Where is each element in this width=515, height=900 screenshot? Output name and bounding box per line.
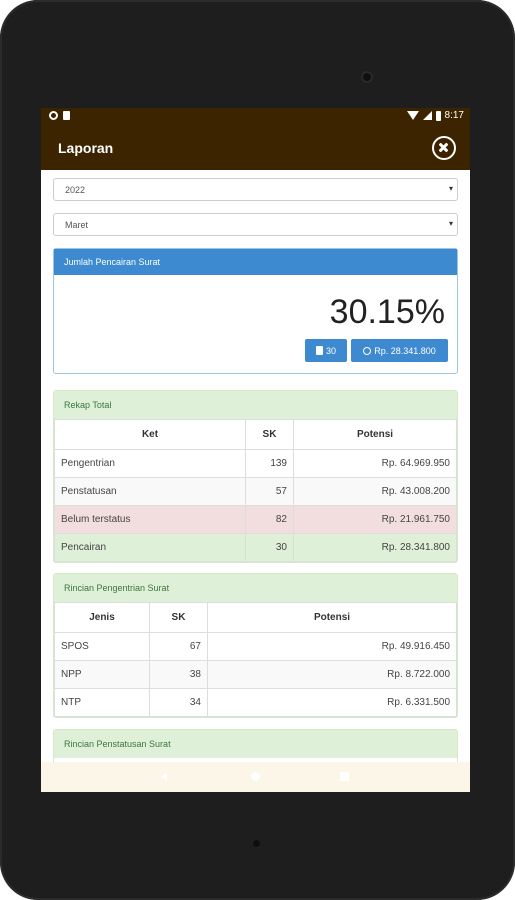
recent-apps-icon[interactable] <box>340 772 349 781</box>
system-nav-bar <box>41 762 470 792</box>
file-icon <box>315 346 323 355</box>
table-row: Pencairan 30 Rp. 28.341.800 <box>54 533 457 562</box>
col-jenis: Jenis <box>54 602 150 633</box>
battery-icon <box>435 110 441 121</box>
rekap-table: Ket SK Potensi Pengentrian 139 Rp. 64.96… <box>54 419 457 562</box>
chevron-down-icon: ▾ <box>448 219 453 228</box>
count-label: 30 <box>325 345 336 356</box>
year-select[interactable]: 2022 ▾ <box>53 178 458 201</box>
cell-potensi: Rp. 6.331.500 <box>207 688 457 717</box>
report-content[interactable]: 2022 ▾ Maret ▾ Jumlah Pencairan Surat 30… <box>41 170 470 762</box>
cell-potensi: Rp. 43.008.200 <box>293 477 457 506</box>
month-select-value: Maret <box>65 220 89 230</box>
cell-ket: Belum terstatus <box>54 505 246 534</box>
rincian-penstatusan-card: Rincian Penstatusan Surat <box>53 729 458 762</box>
table-row: Pengentrian 139 Rp. 64.969.950 <box>54 449 457 478</box>
amount-label: Rp. 28.341.800 <box>374 345 436 356</box>
cell-ket: Pengentrian <box>54 449 246 478</box>
copyright-icon <box>363 346 372 355</box>
cell-ket: Pencairan <box>54 533 246 562</box>
close-icon[interactable] <box>432 136 456 160</box>
table-row: SPOS 67 Rp. 49.916.450 <box>54 632 457 661</box>
col-potensi: Potensi <box>293 419 457 450</box>
amount-button[interactable]: Rp. 28.341.800 <box>351 339 448 362</box>
table-row: Penstatusan 57 Rp. 43.008.200 <box>54 477 457 506</box>
rekap-card: Rekap Total Ket SK Potensi Pengentrian 1… <box>53 390 458 563</box>
cell-sk: 67 <box>149 632 208 661</box>
signal-icon <box>422 111 432 120</box>
device-screen: 8:17 Laporan 2022 ▾ Maret ▾ Jumlah Penca… <box>41 108 470 792</box>
table-row: Belum terstatus 82 Rp. 21.961.750 <box>54 505 457 534</box>
wifi-icon <box>406 111 419 120</box>
col-sk: SK <box>149 602 208 633</box>
table-row: NTP 34 Rp. 6.331.500 <box>54 688 457 717</box>
clock: 8:17 <box>444 110 464 121</box>
table-row: NPP 38 Rp. 8.722.000 <box>54 660 457 689</box>
back-icon[interactable] <box>161 773 167 781</box>
home-icon[interactable] <box>251 772 260 781</box>
cell-jenis: NPP <box>54 660 150 689</box>
app-toolbar: Laporan <box>41 126 470 170</box>
cell-sk: 139 <box>245 449 294 478</box>
summary-percentage: 30.15% <box>329 293 445 331</box>
cell-sk: 57 <box>245 477 294 506</box>
cell-jenis: SPOS <box>54 632 150 661</box>
chevron-down-icon: ▾ <box>448 184 453 193</box>
col-sk: SK <box>245 419 294 450</box>
summary-header: Jumlah Pencairan Surat <box>54 249 457 275</box>
year-select-value: 2022 <box>65 185 86 195</box>
cell-potensi: Rp. 64.969.950 <box>293 449 457 478</box>
cell-sk: 30 <box>245 533 294 562</box>
cell-sk: 34 <box>149 688 208 717</box>
cell-sk: 38 <box>149 660 208 689</box>
notification-icon <box>49 111 58 120</box>
summary-panel: Jumlah Pencairan Surat 30.15% 30 Rp. 28.… <box>53 248 458 374</box>
rincian-pengentrian-header: Rincian Pengentrian Surat <box>54 574 457 602</box>
col-ket: Ket <box>54 419 246 450</box>
cell-potensi: Rp. 21.961.750 <box>293 505 457 534</box>
page-title: Laporan <box>58 140 114 156</box>
cell-ket: Penstatusan <box>54 477 246 506</box>
rincian-pengentrian-card: Rincian Pengentrian Surat Jenis SK Poten… <box>53 573 458 718</box>
device-sensor <box>253 840 260 847</box>
month-select[interactable]: Maret ▾ <box>53 213 458 236</box>
col-potensi: Potensi <box>207 602 457 633</box>
rincian-pengentrian-table: Jenis SK Potensi SPOS 67 Rp. 49.916.450 … <box>54 602 457 717</box>
status-bar: 8:17 <box>41 108 470 126</box>
sd-card-icon <box>63 111 70 120</box>
cell-potensi: Rp. 49.916.450 <box>207 632 457 661</box>
count-button[interactable]: 30 <box>305 339 347 362</box>
front-camera <box>361 71 373 83</box>
rekap-header: Rekap Total <box>54 391 457 419</box>
cell-jenis: NTP <box>54 688 150 717</box>
rincian-penstatusan-header: Rincian Penstatusan Surat <box>54 730 457 758</box>
cell-potensi: Rp. 28.341.800 <box>293 533 457 562</box>
cell-potensi: Rp. 8.722.000 <box>207 660 457 689</box>
cell-sk: 82 <box>245 505 294 534</box>
